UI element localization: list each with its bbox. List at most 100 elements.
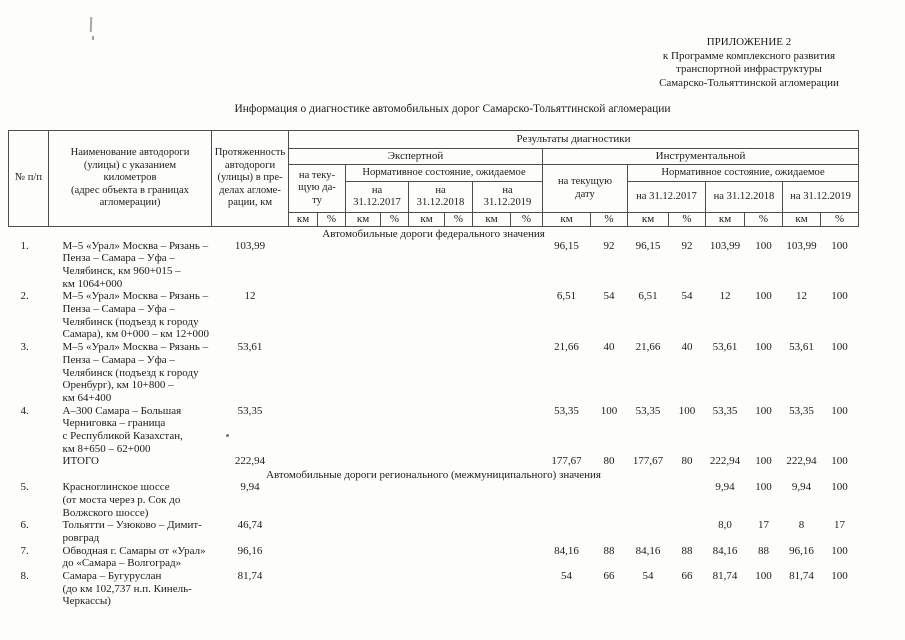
km-percent-row: км % км % км % км % км % км % км % км %: [9, 212, 860, 227]
instrumental-value: [628, 481, 669, 519]
table-row: ИТОГО 222,94 177,67 80 177,67 80 222,94 …: [9, 455, 859, 468]
row-number: [9, 455, 49, 468]
instrumental-value: 54: [603, 290, 615, 303]
section-header-row: Автомобильные дороги федерального значен…: [9, 226, 859, 240]
unit-km: км: [472, 212, 511, 227]
instrumental-value: 17: [758, 519, 769, 532]
expert-value: [318, 341, 346, 405]
road-name: М–5 «Урал» Москва – Рязань – Пенза – Сам…: [62, 239, 209, 290]
expert-value: [346, 481, 381, 519]
instrumental-value: 96,15: [635, 239, 661, 252]
expert-value: [473, 545, 511, 570]
unit-km: км: [288, 212, 318, 227]
row-number: 7.: [20, 544, 29, 557]
instrumental-value: 12: [719, 290, 731, 303]
instrumental-value: 100: [831, 481, 848, 494]
col-header-expert-2017: на 31.12.2017: [345, 181, 409, 213]
instrumental-value: 88: [758, 544, 769, 557]
col-header-instr-current: на текущую дату: [542, 164, 628, 213]
instrumental-value: 9,94: [791, 481, 812, 494]
instrumental-value: 100: [755, 481, 772, 494]
expert-value: [381, 405, 409, 456]
expert-value: [445, 545, 473, 570]
expert-value: [346, 545, 381, 570]
unit-percent: %: [380, 212, 409, 227]
instrumental-value: 100: [755, 239, 772, 252]
expert-value: [409, 545, 445, 570]
expert-value: [318, 519, 346, 544]
unit-km: км: [542, 212, 591, 227]
table-row: 8. Самара – Бугуруслан (до км 102,737 н.…: [9, 570, 859, 608]
col-header-expert-2019: на 31.12.2019: [472, 181, 543, 213]
expert-value: [473, 405, 511, 456]
instrumental-value: 84,16: [635, 544, 661, 557]
table-row: 6. Тольятти – Узюково – Димит- ровград 4…: [9, 519, 859, 544]
road-length: 103,99: [234, 239, 266, 252]
unit-percent: %: [744, 212, 783, 227]
unit-percent: %: [590, 212, 628, 227]
instrumental-value: 53,35: [712, 404, 738, 417]
expert-value: [381, 481, 409, 519]
col-header-instr-2017: на 31.12.2017: [627, 181, 706, 213]
instrumental-value: 8,0: [718, 519, 732, 532]
instrumental-value: 84,16: [554, 544, 579, 557]
instrumental-value: 6,51: [556, 290, 577, 303]
expert-value: [445, 341, 473, 405]
instrumental-value: 17: [834, 519, 846, 532]
expert-value: [409, 290, 445, 341]
instrumental-value: [543, 519, 591, 544]
diagnostics-table: № п/п Наименование автодороги (улицы) с …: [8, 130, 860, 608]
unit-km: км: [627, 212, 669, 227]
unit-percent: %: [819, 212, 860, 227]
instrumental-value: 222,94: [709, 455, 741, 468]
expert-value: [346, 290, 381, 341]
road-length: 53,61: [237, 341, 263, 354]
row-number: 2.: [20, 290, 29, 303]
instrumental-value: 40: [603, 341, 615, 354]
expert-value: [473, 519, 511, 544]
instrumental-value: [669, 519, 706, 544]
expert-value: [409, 341, 445, 405]
col-header-expert-2018: на 31.12.2018: [408, 181, 473, 213]
instrumental-value: 53,61: [789, 341, 814, 354]
pen-mark: [89, 16, 93, 33]
col-header-instr-normative: Нормативное состояние, ожидаемое: [626, 164, 860, 182]
instrumental-value: 81,74: [712, 570, 738, 583]
expert-value: [409, 570, 445, 608]
instrumental-value: [628, 519, 669, 544]
instrumental-value: 12: [796, 290, 807, 303]
instrumental-value: 100: [831, 570, 848, 583]
expert-value: [473, 240, 511, 291]
expert-value: [289, 405, 318, 456]
expert-value: [473, 455, 511, 468]
table-row: 3. М–5 «Урал» Москва – Рязань – Пенза – …: [9, 341, 859, 405]
section-header-row: Автомобильные дороги регионального (межм…: [9, 468, 859, 481]
expert-value: [346, 455, 381, 468]
instrumental-value: 100: [678, 404, 696, 417]
instrumental-value: 21,66: [554, 341, 579, 354]
expert-value: [511, 341, 543, 405]
expert-value: [445, 570, 473, 608]
instrumental-value: 222,94: [786, 455, 817, 468]
road-length: 96,16: [237, 544, 263, 557]
instrumental-value: 100: [755, 341, 772, 354]
road-length: 81,74: [237, 570, 263, 583]
instrumental-value: 21,66: [635, 341, 661, 354]
col-header-expert-current: на теку- щую да- ту: [288, 164, 346, 213]
expert-value: [511, 545, 543, 570]
row-number: 4.: [20, 404, 29, 417]
expert-value: [511, 290, 543, 341]
expert-value: [289, 545, 318, 570]
unit-km: км: [345, 212, 381, 227]
instrumental-value: 80: [603, 455, 615, 468]
table-row: 5. Красноглинское шоссе (от моста через …: [9, 481, 859, 519]
col-header-expert-normative: Нормативное состояние, ожидаемое: [345, 164, 543, 182]
instrumental-value: 100: [831, 404, 848, 417]
expert-value: [318, 405, 346, 456]
expert-value: [289, 290, 318, 341]
road-name: Тольятти – Узюково – Димит- ровград: [62, 519, 202, 544]
road-name: М–5 «Урал» Москва – Рязань – Пенза – Сам…: [62, 290, 210, 341]
instrumental-value: 54: [681, 290, 693, 303]
unit-percent: %: [317, 212, 346, 227]
instrumental-value: 80: [681, 455, 693, 468]
